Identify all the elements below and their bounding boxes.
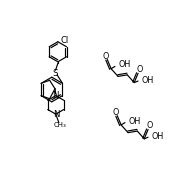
Text: N: N <box>53 110 60 119</box>
Text: OH: OH <box>129 117 141 126</box>
Text: OH: OH <box>152 132 164 141</box>
Text: O: O <box>113 108 119 117</box>
Text: OH: OH <box>142 76 154 85</box>
Text: S: S <box>52 69 58 78</box>
Text: O: O <box>146 121 153 130</box>
Text: Cl: Cl <box>61 36 69 45</box>
Text: N: N <box>52 91 59 100</box>
Text: CH₃: CH₃ <box>53 122 66 128</box>
Text: O: O <box>136 65 143 74</box>
Text: O: O <box>103 52 109 61</box>
Text: OH: OH <box>119 60 131 69</box>
